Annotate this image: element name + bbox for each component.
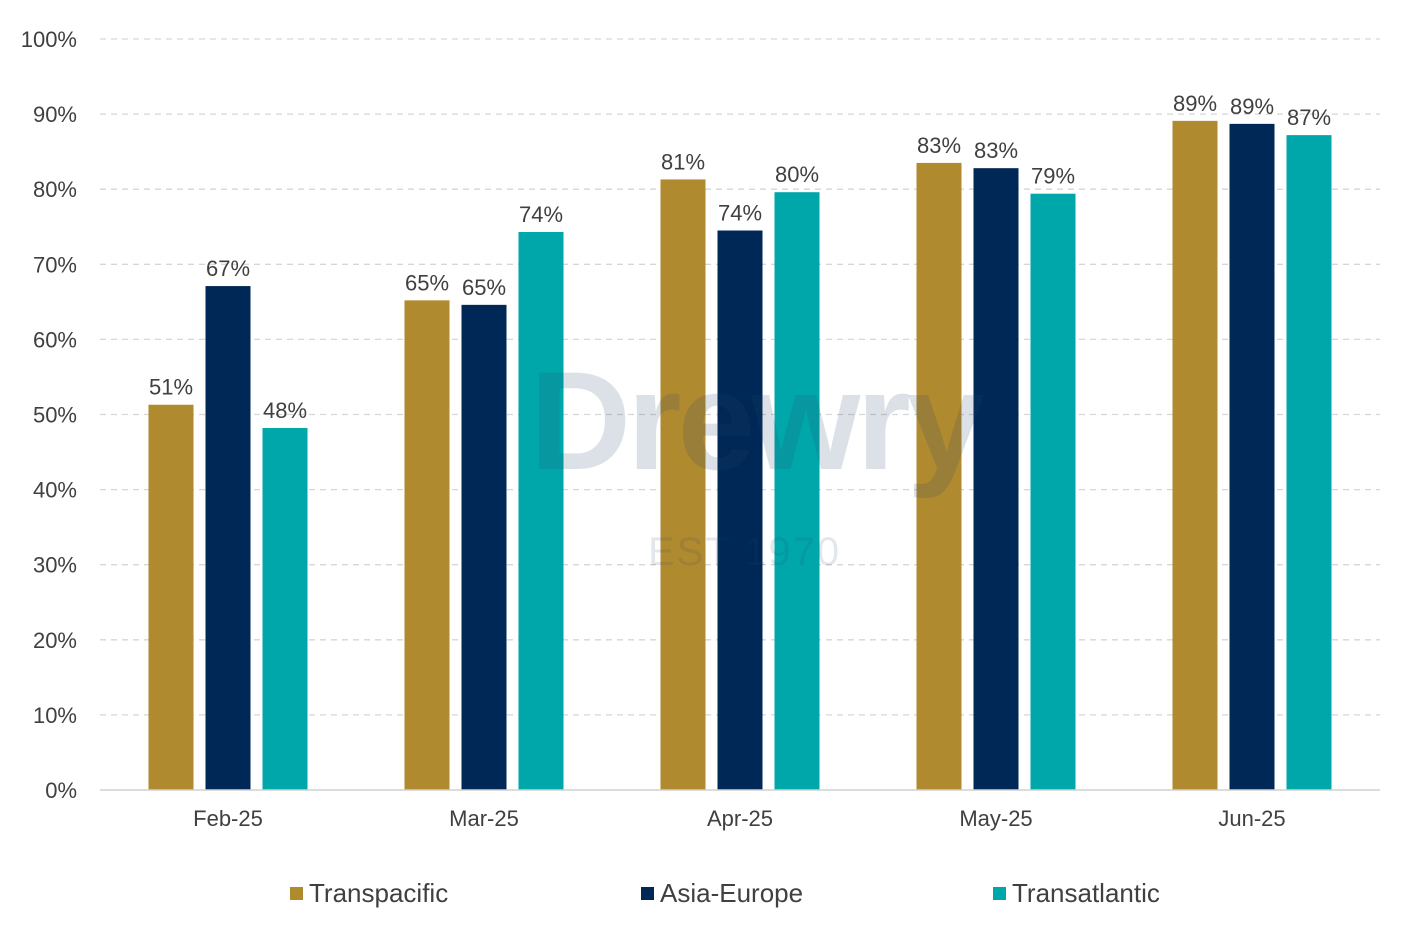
bar-transpacific-jun-25 [1172, 120, 1218, 790]
bar-transatlantic-mar-25 [518, 232, 564, 790]
data-label: 51% [149, 375, 193, 400]
legend-item-asia-europe: Asia-Europe [641, 878, 803, 909]
data-label: 65% [462, 275, 506, 300]
data-label: 65% [405, 270, 449, 295]
bar-asia-europe-may-25 [973, 168, 1019, 790]
x-tick-label: Jun-25 [1218, 806, 1285, 831]
data-label: 74% [519, 202, 563, 227]
data-label: 89% [1173, 91, 1217, 116]
y-tick-label: 50% [33, 403, 77, 428]
bar-transpacific-feb-25 [148, 404, 194, 790]
legend-swatch-transpacific [290, 887, 303, 900]
data-label: 67% [206, 256, 250, 281]
legend-label-transatlantic: Transatlantic [1012, 878, 1160, 908]
bars [148, 120, 1332, 791]
data-label: 83% [974, 138, 1018, 163]
bar-asia-europe-mar-25 [461, 304, 507, 790]
data-label: 89% [1230, 94, 1274, 119]
data-label: 81% [661, 149, 705, 174]
y-tick-label: 80% [33, 177, 77, 202]
bar-transpacific-mar-25 [404, 300, 450, 790]
data-labels: 51% 67% 48% 65% 65% 74% 81% 74% 80% 83% 83% 79% 89% 8… [149, 91, 1331, 423]
legend-label-asia-europe: Asia-Europe [660, 878, 804, 908]
y-axis-ticks: 0% 10% 20% 30% 40% 50% 60% 70% 80% 90% 100% [21, 27, 77, 803]
bar-transatlantic-feb-25 [262, 428, 308, 790]
x-tick-label: Feb-25 [193, 806, 263, 831]
bar-transatlantic-may-25 [1030, 193, 1076, 790]
y-tick-label: 0% [45, 778, 77, 803]
bar-asia-europe-feb-25 [205, 286, 251, 790]
y-tick-label: 40% [33, 478, 77, 503]
legend-item-transpacific: Transpacific [290, 878, 448, 909]
bar-transatlantic-jun-25 [1286, 135, 1332, 791]
x-tick-label: Mar-25 [449, 806, 519, 831]
y-tick-label: 90% [33, 102, 77, 127]
x-axis-ticks: Feb-25 Mar-25 Apr-25 May-25 Jun-25 [193, 806, 1286, 831]
bar-transpacific-apr-25 [660, 179, 706, 790]
bar-chart: 0% 10% 20% 30% 40% 50% 60% 70% 80% 90% 100% 51% 67%… [21, 27, 1380, 831]
legend-swatch-asia-europe [641, 887, 654, 900]
legend-label-transpacific: Transpacific [309, 878, 449, 908]
bar-transatlantic-apr-25 [774, 192, 820, 791]
legend-item-transatlantic: Transatlantic [993, 878, 1160, 909]
bar-transpacific-may-25 [916, 162, 962, 791]
data-label: 83% [917, 133, 961, 158]
data-label: 74% [718, 201, 762, 226]
x-tick-label: Apr-25 [707, 806, 773, 831]
data-label: 87% [1287, 105, 1331, 130]
y-tick-label: 10% [33, 703, 77, 728]
y-tick-label: 30% [33, 553, 77, 578]
y-tick-label: 60% [33, 327, 77, 352]
bar-asia-europe-apr-25 [717, 230, 763, 790]
y-tick-label: 100% [21, 27, 77, 52]
data-label: 48% [263, 398, 307, 423]
x-tick-label: May-25 [959, 806, 1032, 831]
legend-swatch-transatlantic [993, 887, 1006, 900]
y-tick-label: 20% [33, 628, 77, 653]
bar-asia-europe-jun-25 [1229, 123, 1275, 791]
legend: Transpacific Asia-Europe Transatlantic [0, 878, 1421, 918]
data-label: 80% [775, 162, 819, 187]
y-tick-label: 70% [33, 252, 77, 277]
data-label: 79% [1031, 164, 1075, 189]
